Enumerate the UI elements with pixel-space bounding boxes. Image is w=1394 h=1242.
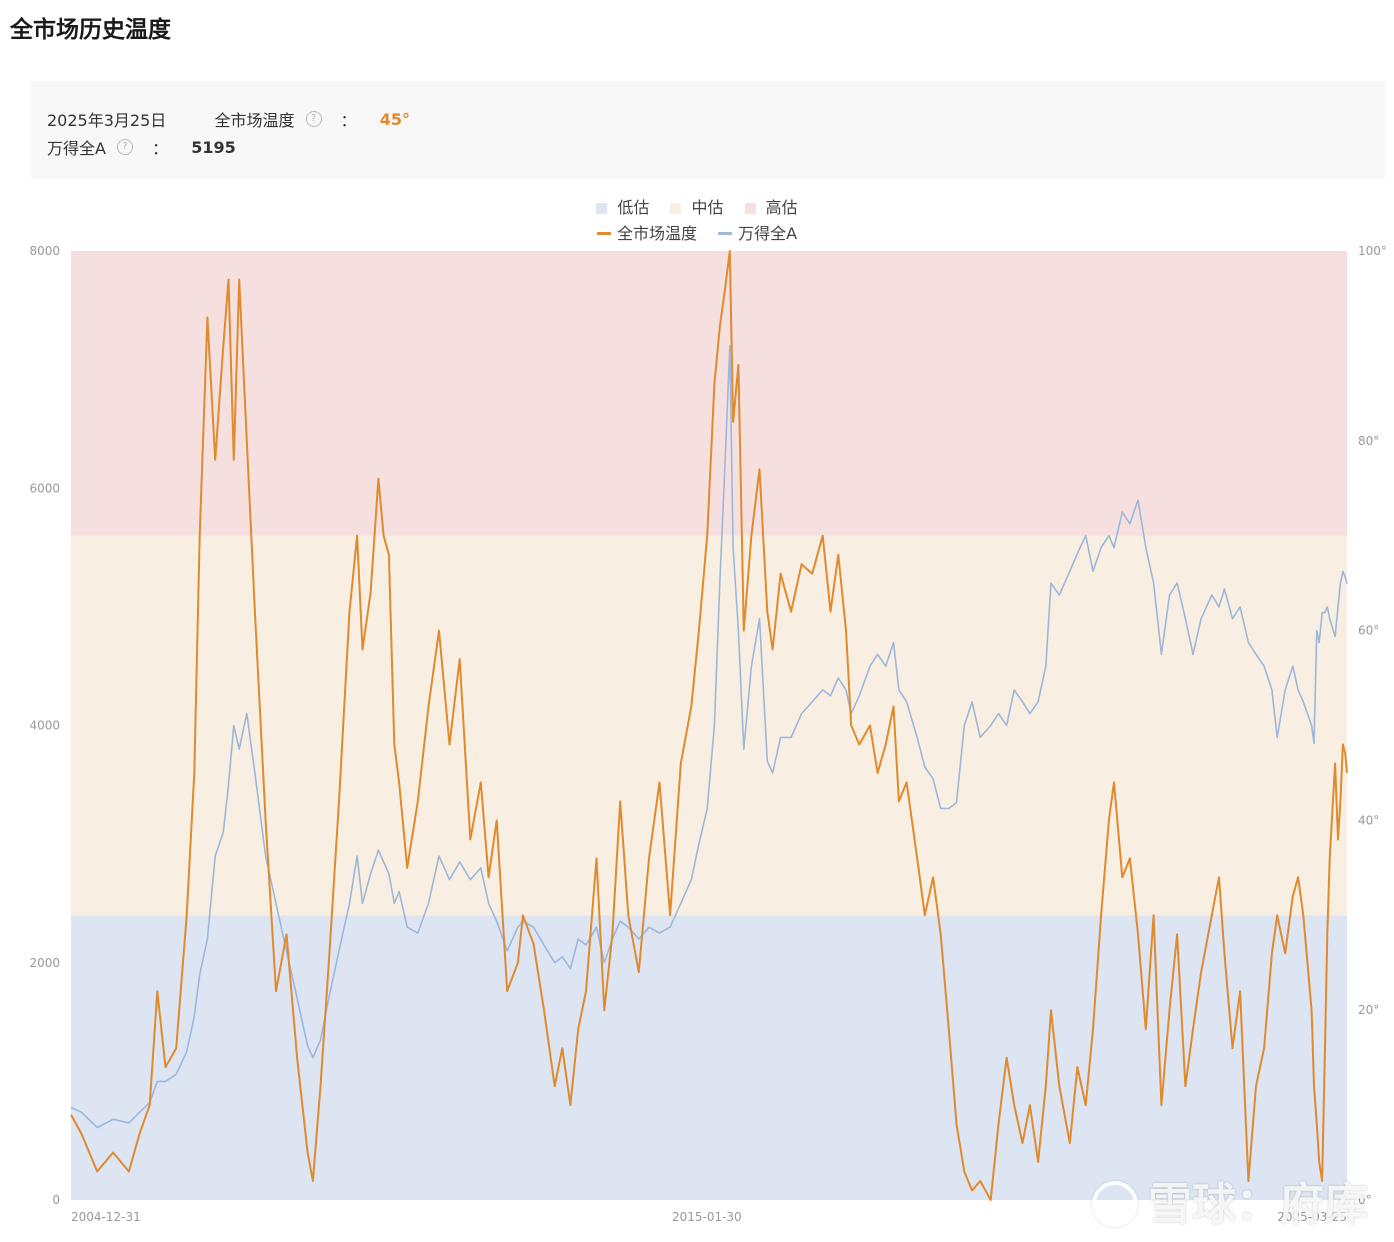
y-left-tick-label: 0	[52, 1193, 60, 1207]
legend-label-mid: 中估	[691, 198, 724, 217]
mid-zone-swatch	[670, 203, 682, 214]
legend-item-low[interactable]: 低估	[596, 194, 649, 218]
legend-label-temperature: 全市场温度	[616, 224, 697, 243]
zone-bands	[71, 251, 1347, 1200]
right-axis-ticks: 0° 20° 40° 60° 80° 100°	[1358, 244, 1387, 1207]
legend-item-mid[interactable]: 中估	[670, 194, 724, 218]
summary-date: 2025年3月25日	[47, 111, 167, 130]
watermark-text: 雪球：府库	[1148, 1179, 1368, 1230]
summary-row-index: 万得全A ? ： 5195	[47, 135, 236, 159]
x-tick-label: 2004-12-31	[71, 1210, 141, 1224]
y-right-tick-label: 80°	[1358, 434, 1379, 448]
temperature-value: 45°	[379, 109, 411, 129]
index-help-icon[interactable]: ?	[117, 139, 134, 155]
y-left-tick-label: 6000	[29, 481, 60, 495]
index-line-swatch	[718, 232, 733, 235]
index-series-line	[70, 345, 1348, 1129]
snowball-logo-icon	[1092, 1181, 1138, 1227]
temperature-line-swatch	[596, 232, 611, 235]
series-lines	[70, 250, 1348, 1201]
legend-item-index[interactable]: 万得全A	[718, 220, 797, 244]
zone-legend: 低估 中估 高估	[0, 194, 1394, 218]
x-tick-label: 2015-01-30	[672, 1210, 742, 1224]
summary-row-temperature: 2025年3月25日 全市场温度 ? ： 45°	[47, 107, 410, 131]
zone-band-0	[71, 915, 1347, 1200]
left-axis-ticks: 0 2000 4000 6000 8000	[29, 244, 60, 1207]
index-colon: ：	[152, 139, 169, 158]
y-right-tick-label: 0°	[1358, 1193, 1372, 1207]
x-axis-ticks: 2004-12-31 2015-01-30 2025-03-25	[71, 1210, 1347, 1224]
page-title: 全市场历史温度	[10, 17, 171, 43]
watermark: 雪球：府库	[1092, 1168, 1368, 1232]
y-right-tick-label: 40°	[1358, 813, 1379, 827]
legend-item-temperature[interactable]: 全市场温度	[596, 220, 697, 244]
index-label: 万得全A	[47, 139, 106, 158]
y-left-tick-label: 8000	[29, 244, 60, 258]
y-left-tick-label: 4000	[29, 719, 60, 733]
index-value: 5195	[191, 137, 236, 157]
summary-panel: 2025年3月25日 全市场温度 ? ： 45° 万得全A ? ： 5195	[31, 81, 1385, 179]
legend-label-index: 万得全A	[738, 224, 798, 243]
temperature-help-icon[interactable]: ?	[305, 111, 322, 127]
temperature-series-line	[70, 250, 1348, 1201]
temperature-colon: ：	[340, 111, 357, 130]
zone-band-1	[71, 535, 1347, 916]
legend-item-high[interactable]: 高估	[744, 194, 798, 218]
low-zone-swatch	[596, 203, 608, 214]
y-right-tick-label: 20°	[1358, 1003, 1379, 1017]
y-left-tick-label: 2000	[29, 956, 60, 970]
y-right-tick-label: 100°	[1358, 244, 1387, 258]
legend-label-high: 高估	[765, 198, 798, 217]
x-tick-label: 2025-03-25	[1277, 1210, 1347, 1224]
temperature-label: 全市场温度	[214, 111, 295, 130]
legend-label-low: 低估	[617, 198, 650, 217]
high-zone-swatch	[744, 203, 756, 214]
series-legend: 全市场温度 万得全A	[0, 220, 1394, 244]
y-right-tick-label: 60°	[1358, 624, 1379, 638]
